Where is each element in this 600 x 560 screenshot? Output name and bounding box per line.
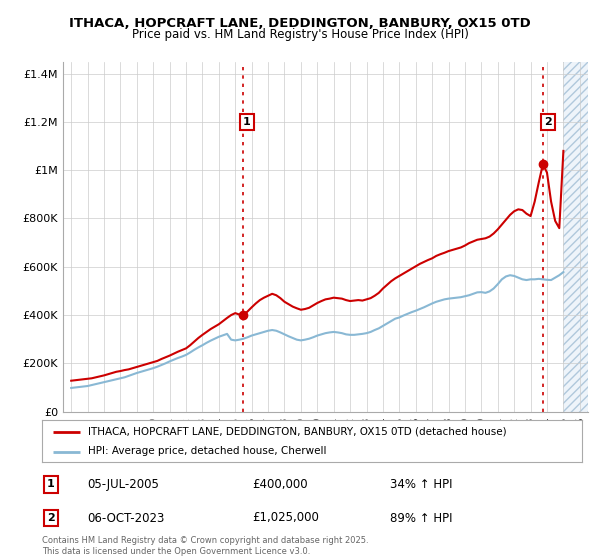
Text: £400,000: £400,000 (252, 478, 308, 491)
Text: 34% ↑ HPI: 34% ↑ HPI (390, 478, 452, 491)
Bar (563, 62, 588, 412)
Text: £1,025,000: £1,025,000 (252, 511, 319, 525)
Text: ITHACA, HOPCRAFT LANE, DEDDINGTON, BANBURY, OX15 0TD (detached house): ITHACA, HOPCRAFT LANE, DEDDINGTON, BANBU… (88, 427, 506, 437)
Text: 05-JUL-2005: 05-JUL-2005 (87, 478, 159, 491)
Text: 2: 2 (544, 117, 551, 127)
Bar (563, 62, 588, 412)
Text: HPI: Average price, detached house, Cherwell: HPI: Average price, detached house, Cher… (88, 446, 326, 456)
Text: Contains HM Land Registry data © Crown copyright and database right 2025.
This d: Contains HM Land Registry data © Crown c… (42, 536, 368, 556)
Text: 2: 2 (47, 513, 55, 523)
Text: Price paid vs. HM Land Registry's House Price Index (HPI): Price paid vs. HM Land Registry's House … (131, 28, 469, 41)
Text: 1: 1 (47, 479, 55, 489)
Text: 06-OCT-2023: 06-OCT-2023 (87, 511, 164, 525)
Text: 1: 1 (243, 117, 251, 127)
Text: ITHACA, HOPCRAFT LANE, DEDDINGTON, BANBURY, OX15 0TD: ITHACA, HOPCRAFT LANE, DEDDINGTON, BANBU… (69, 17, 531, 30)
Text: 89% ↑ HPI: 89% ↑ HPI (390, 511, 452, 525)
